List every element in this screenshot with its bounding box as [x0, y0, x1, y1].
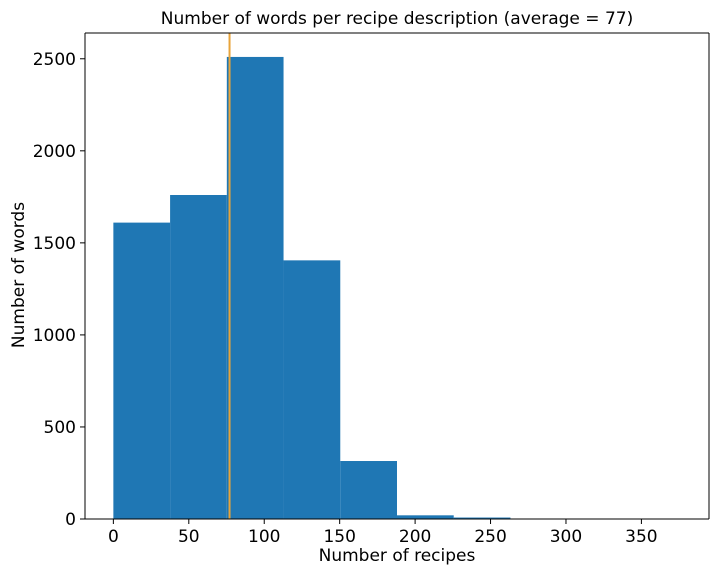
y-tick-label: 0 — [65, 510, 76, 530]
x-axis-label: Number of recipes — [319, 546, 476, 566]
x-axis-ticks: 0 50 100 150 200 250 300 350 — [108, 519, 658, 547]
histogram-bar-4 — [283, 260, 341, 519]
bars-layer — [113, 56, 681, 519]
histogram-bar-5 — [340, 461, 397, 519]
x-tick-label: 350 — [625, 527, 657, 547]
y-tick-label: 2500 — [33, 50, 76, 70]
histogram-bar-3 — [226, 56, 284, 519]
x-tick-label: 250 — [474, 527, 506, 547]
x-tick-label: 100 — [248, 527, 280, 547]
y-axis-ticks: 0 500 1000 1500 2000 2500 — [33, 50, 85, 530]
chart-title: Number of words per recipe description (… — [161, 9, 633, 29]
y-tick-label: 2000 — [33, 142, 76, 162]
histogram-bar-2 — [170, 195, 227, 519]
x-tick-label: 300 — [550, 527, 582, 547]
x-tick-label: 0 — [108, 527, 119, 547]
y-tick-label: 500 — [44, 418, 76, 438]
axes-frame — [84, 32, 710, 520]
y-tick-label: 1500 — [33, 234, 76, 254]
y-tick-label: 1000 — [33, 326, 76, 346]
histogram-bar-7 — [453, 517, 511, 519]
x-tick-label: 200 — [399, 527, 431, 547]
x-tick-label: 150 — [323, 527, 355, 547]
x-tick-label: 50 — [178, 527, 200, 547]
y-axis-label: Number of words — [9, 202, 29, 348]
histogram-bar-6 — [397, 515, 454, 519]
histogram-bar-1 — [113, 222, 171, 519]
